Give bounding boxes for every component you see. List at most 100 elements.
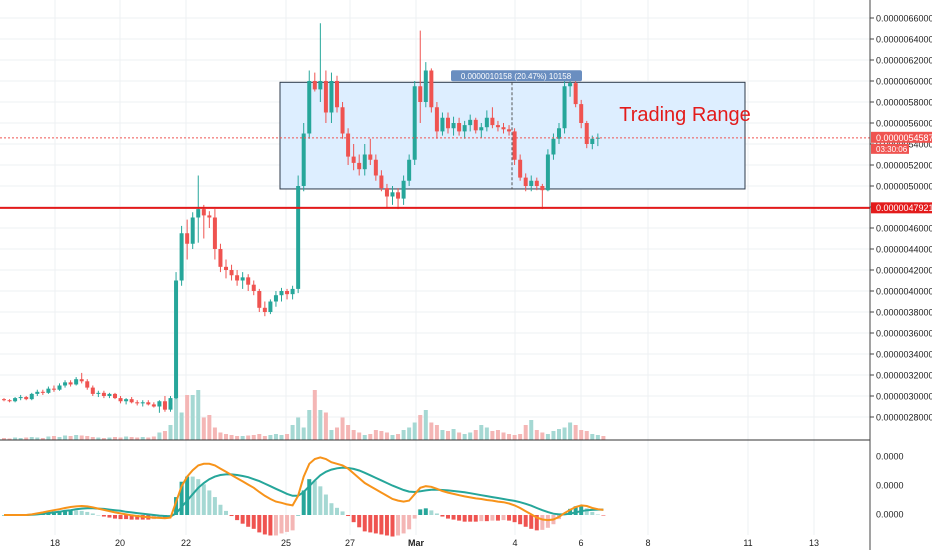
candle-body bbox=[429, 70, 434, 108]
candle-body bbox=[162, 401, 167, 410]
candle-body bbox=[457, 123, 462, 132]
histogram-bar bbox=[595, 514, 600, 515]
candle-body bbox=[285, 291, 290, 295]
candle-body bbox=[507, 129, 512, 132]
histogram-bar bbox=[251, 515, 256, 529]
price-axis[interactable]: 0.0000066000 0.0000064000 0.0000062000 0.00… bbox=[870, 14, 932, 423]
candle-body bbox=[124, 399, 129, 402]
volume-bar bbox=[412, 422, 417, 440]
volume-bar bbox=[90, 437, 95, 440]
histogram-bar bbox=[179, 481, 184, 515]
time-axis[interactable]: 18 20 22 25 27 Mar 4 6 8 11 13 bbox=[50, 538, 819, 548]
price-tick-label: 0.0000056000 bbox=[876, 119, 932, 129]
histogram-bar bbox=[329, 503, 334, 515]
volume-bar bbox=[384, 432, 389, 440]
volume-bar bbox=[540, 432, 545, 440]
volume-bar bbox=[113, 437, 117, 440]
volume-bar bbox=[229, 435, 234, 440]
time-tick-label: 4 bbox=[512, 538, 517, 548]
histogram-bar bbox=[235, 515, 240, 521]
candle-body bbox=[157, 401, 162, 407]
volume-bar bbox=[174, 390, 179, 440]
volume-bar bbox=[468, 432, 473, 440]
candle-body bbox=[545, 154, 550, 191]
histogram-bar bbox=[101, 515, 106, 517]
candle-body bbox=[174, 280, 179, 399]
candle-body bbox=[434, 107, 439, 132]
volume-bar bbox=[507, 434, 512, 440]
candle-body bbox=[29, 393, 34, 400]
volume-bar bbox=[495, 430, 500, 440]
price-tick-label: 0.0000064000 bbox=[876, 35, 932, 45]
candle-body bbox=[140, 402, 145, 404]
histogram-bar bbox=[296, 515, 301, 516]
histogram-bar bbox=[390, 515, 395, 537]
current-price-value: 0.0000054587 bbox=[876, 133, 932, 143]
candle-body bbox=[212, 217, 217, 249]
candle-body bbox=[468, 119, 473, 126]
volume-bar bbox=[96, 437, 101, 440]
volume-bar bbox=[451, 429, 456, 440]
trading-range-annotation: Trading Range bbox=[619, 104, 751, 126]
volume-bar bbox=[13, 437, 18, 440]
histogram-bar bbox=[407, 515, 412, 530]
candle-body bbox=[396, 192, 401, 199]
candle-body bbox=[518, 159, 523, 178]
candle-body bbox=[268, 301, 273, 312]
histogram-bar bbox=[462, 515, 467, 522]
price-tick-label: 0.0000034000 bbox=[876, 350, 932, 360]
volume-bar bbox=[201, 417, 206, 440]
histogram-bar bbox=[351, 515, 356, 523]
candle-body bbox=[185, 233, 190, 244]
candle-body bbox=[35, 391, 40, 394]
volume-bar bbox=[340, 417, 345, 440]
volume-bar bbox=[296, 417, 301, 440]
candle-body bbox=[490, 117, 495, 126]
histogram-bar bbox=[446, 515, 450, 519]
measure-tag: 0.0000010158 (20.47%) 10158 bbox=[451, 70, 582, 82]
volume-bar bbox=[557, 429, 561, 440]
candle-body bbox=[146, 402, 151, 405]
volume-bar bbox=[368, 434, 373, 440]
candle-body bbox=[240, 277, 245, 281]
candle-body bbox=[235, 275, 240, 281]
volume-bar bbox=[46, 436, 51, 440]
candle-body bbox=[584, 123, 589, 144]
histogram-bar bbox=[440, 515, 445, 517]
time-tick-label: 11 bbox=[743, 538, 752, 548]
volume-bar bbox=[545, 434, 550, 440]
candle-body bbox=[107, 393, 112, 396]
histogram-bar bbox=[368, 515, 373, 533]
histogram-bar bbox=[534, 515, 539, 531]
volume-bar bbox=[529, 420, 534, 440]
volume-bar bbox=[595, 435, 600, 440]
candle-body bbox=[390, 192, 395, 197]
histogram-bar bbox=[451, 515, 456, 520]
candle-body bbox=[190, 217, 195, 244]
candle-body bbox=[57, 385, 62, 390]
price-tick-label: 0.0000038000 bbox=[876, 308, 932, 318]
candle-body bbox=[335, 81, 339, 108]
volume-bar bbox=[290, 425, 295, 440]
price-tick-label: 0.0000030000 bbox=[876, 392, 932, 402]
candle-body bbox=[63, 382, 68, 386]
volume-bars bbox=[2, 390, 606, 440]
volume-bar bbox=[101, 438, 106, 440]
histogram-bar bbox=[57, 510, 62, 515]
histogram-bar bbox=[301, 490, 306, 515]
candle-body bbox=[418, 86, 423, 102]
volume-bar bbox=[218, 432, 223, 440]
candle-body bbox=[129, 399, 134, 403]
histogram-bar bbox=[529, 515, 534, 529]
volume-bar bbox=[7, 438, 12, 440]
volume-bar bbox=[151, 436, 156, 440]
volume-bar bbox=[124, 436, 129, 440]
candle-body bbox=[24, 397, 29, 400]
volume-bar bbox=[129, 437, 134, 440]
candle-body bbox=[590, 138, 595, 144]
volume-bar bbox=[74, 435, 79, 440]
histogram-bar bbox=[384, 515, 389, 536]
candle-body bbox=[229, 270, 234, 276]
volume-bar bbox=[390, 435, 395, 440]
